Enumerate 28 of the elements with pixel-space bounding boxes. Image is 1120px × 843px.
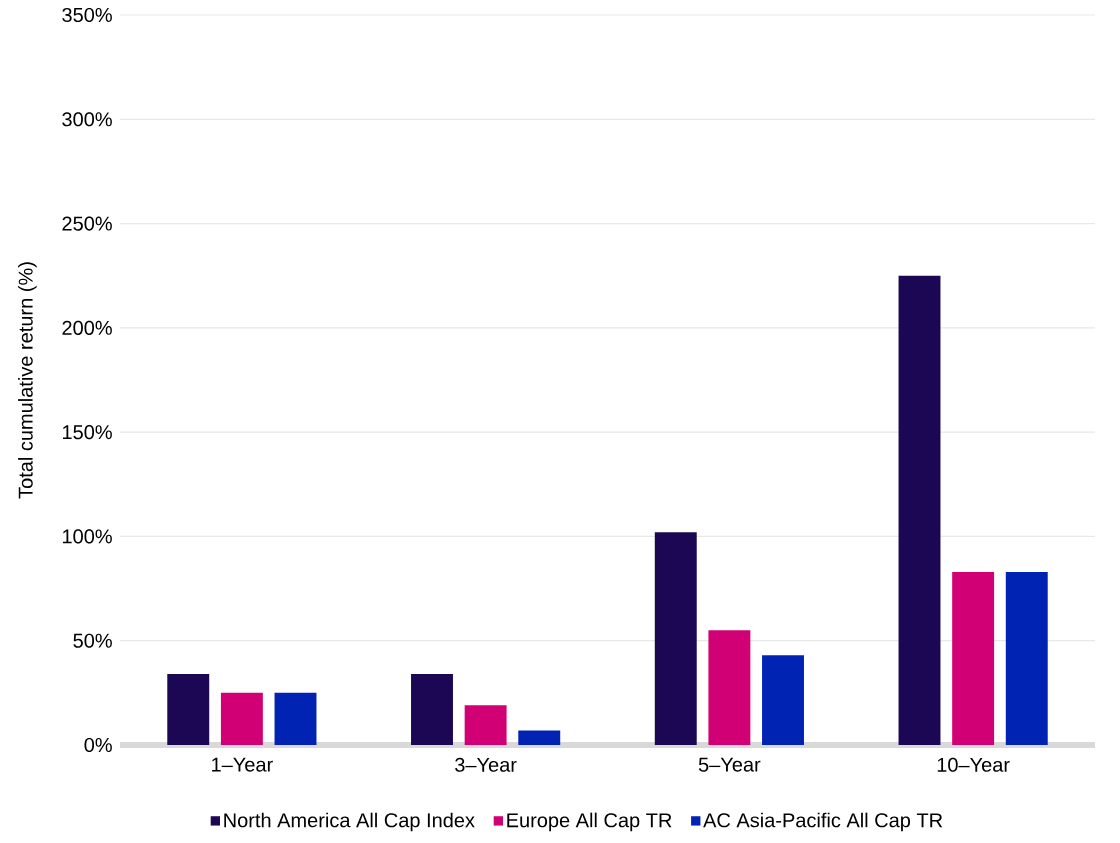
y-tick-label: 200% [62, 320, 112, 335]
bar [708, 630, 751, 745]
y-tick-label: 300% [62, 112, 112, 127]
bar [220, 692, 263, 745]
y-tick-label: 250% [62, 216, 112, 231]
bar [274, 692, 317, 745]
bar [1005, 571, 1048, 745]
y-tick-label: 50% [73, 633, 112, 648]
bar [654, 532, 697, 745]
bar [762, 655, 804, 745]
y-tick-label: 0% [84, 737, 112, 753]
x-tick-label: 3–Year [455, 757, 517, 772]
bar [518, 730, 561, 745]
bar [167, 674, 210, 745]
bar [411, 674, 453, 745]
x-tick-label: 10–Year [937, 757, 1010, 772]
y-tick-label: 150% [63, 425, 112, 440]
bar [898, 275, 941, 745]
x-tick-label: 5–Year [698, 757, 761, 772]
y-tick-label: 100% [63, 529, 112, 544]
legend-label: North America All Cap Index [224, 812, 475, 832]
legend-label: Europe All Cap TR [507, 812, 672, 832]
bar [952, 571, 995, 745]
y-tick-label: 350% [62, 7, 112, 23]
legend-label: AC Asia-Pacific All Cap TR [703, 812, 943, 832]
x-tick-label: 1–Year [212, 757, 273, 772]
bar [464, 705, 507, 745]
y-axis-title: Total cumulative return (%) [18, 262, 37, 499]
